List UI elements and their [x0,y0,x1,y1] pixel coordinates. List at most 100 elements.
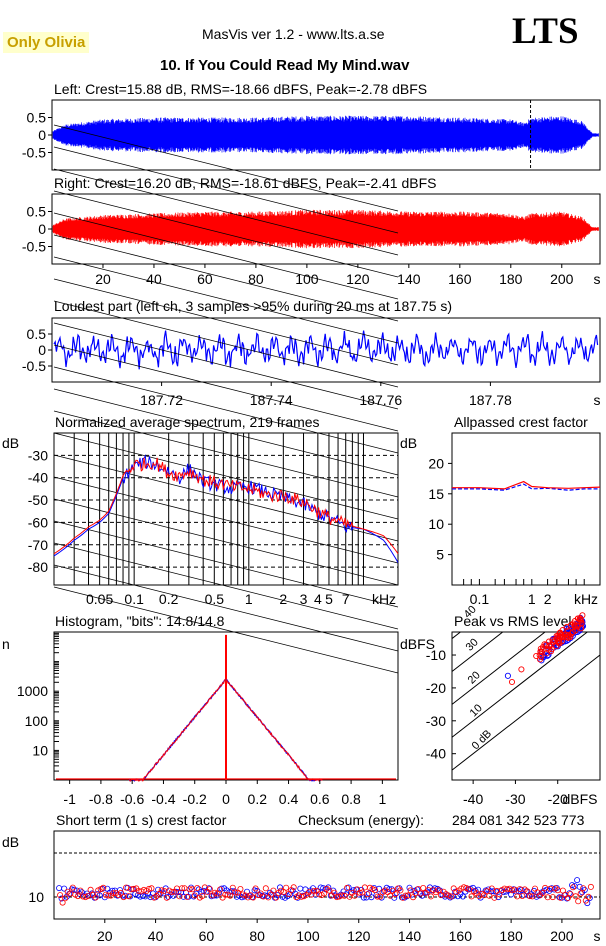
data-point [290,884,297,891]
data-point [553,643,560,650]
histogram-trace [129,677,323,782]
y-tick-label: 100 [25,713,49,729]
x-tick-label: 60 [199,928,215,944]
panel-title: Right: Crest=16.20 dB, RMS=-18.61 dBFS, … [54,175,436,191]
data-point [577,890,584,897]
data-point [77,887,84,894]
panel-title: Loudest part (left ch, 3 samples >95% du… [54,298,452,314]
x-tick-label: 40 [148,928,164,944]
data-point [57,892,64,899]
data-point [130,885,137,892]
data-point [572,893,579,900]
data-point [557,894,564,901]
data-point [175,889,182,896]
slope-line [53,300,399,388]
crest-diagonal [451,631,546,705]
data-point [87,886,94,893]
artist-badge: Only Olivia [3,32,90,53]
crest-diagonal [451,654,601,771]
panel-frame [53,432,399,586]
data-point [194,885,201,892]
x-tick-label: 187.72 [140,392,183,408]
data-point [297,885,304,892]
slope-line [53,344,399,432]
x-unit-label: s [594,271,601,287]
x-tick-label: 140 [398,928,422,944]
data-point [508,678,516,686]
data-point [518,666,525,673]
slope-line [53,124,399,212]
slope-line [53,322,399,410]
x-tick-label: -0.2 [183,791,207,807]
data-point [509,887,516,894]
data-point [549,894,556,901]
data-point [217,886,224,893]
data-point [539,890,546,897]
data-point [356,889,363,896]
slope-line [53,520,399,608]
data-point [110,890,117,897]
data-point [564,895,571,902]
data-point [571,621,578,628]
data-point [272,894,279,901]
x-tick-label: 0.4 [279,791,299,807]
data-point [361,884,368,891]
lts-logo: LTS [512,11,579,52]
data-point [229,884,236,891]
waveform-trace [52,209,599,249]
y-tick-label: -0.5 [22,239,46,255]
data-point [158,887,165,894]
data-point [575,898,582,905]
data-point [350,887,357,894]
data-point [386,886,393,893]
data-point [577,617,584,624]
data-point [276,884,283,891]
waveform-trace [52,115,599,155]
file-title: 10. If You Could Read My Mind.wav [160,57,410,74]
data-point [317,884,324,891]
data-point [567,891,574,898]
data-point [125,893,132,900]
y-tick-label: 5 [436,547,444,563]
y-axis-label: dB [400,435,417,451]
data-point [397,887,404,894]
y-tick-label: -50 [28,492,48,508]
x-unit-label: kHz [574,591,598,607]
y-tick-label: -0.5 [22,145,46,161]
y-tick-label: -30 [28,447,48,463]
data-point [508,891,515,898]
x-tick-label: 1 [245,591,253,607]
data-point [387,892,394,899]
data-point [488,885,495,892]
data-point [504,672,511,679]
x-tick-label: 40 [146,271,162,287]
data-point [232,889,239,896]
panel-title: Left: Crest=15.88 dB, RMS=-18.66 dBFS, P… [54,81,427,97]
data-point [61,885,68,892]
y-tick-label: -70 [28,537,48,553]
data-point [283,884,290,891]
data-point [581,887,588,894]
data-point [559,887,566,894]
x-unit-label: s [594,392,601,408]
data-point [148,885,155,892]
y-tick-label: 0 [38,127,46,143]
y-tick-label: -80 [28,559,48,575]
data-point [567,634,574,641]
x-tick-label: 2 [544,591,552,607]
data-point [237,886,244,893]
data-point [491,894,498,901]
y-tick-label: -60 [28,514,48,530]
x-tick-label: 80 [248,271,264,287]
x-tick-label: 1 [528,591,536,607]
crest-diagonal [451,631,504,672]
y-axis-label: dB [2,834,19,850]
y-tick-label: -20 [426,680,446,696]
data-point [468,893,475,900]
x-tick-label: 4 [314,591,322,607]
y-tick-label: 0.5 [27,204,47,220]
x-tick-label: 160 [449,928,473,944]
data-point [427,893,434,900]
data-point [546,643,553,650]
data-point [191,892,198,899]
